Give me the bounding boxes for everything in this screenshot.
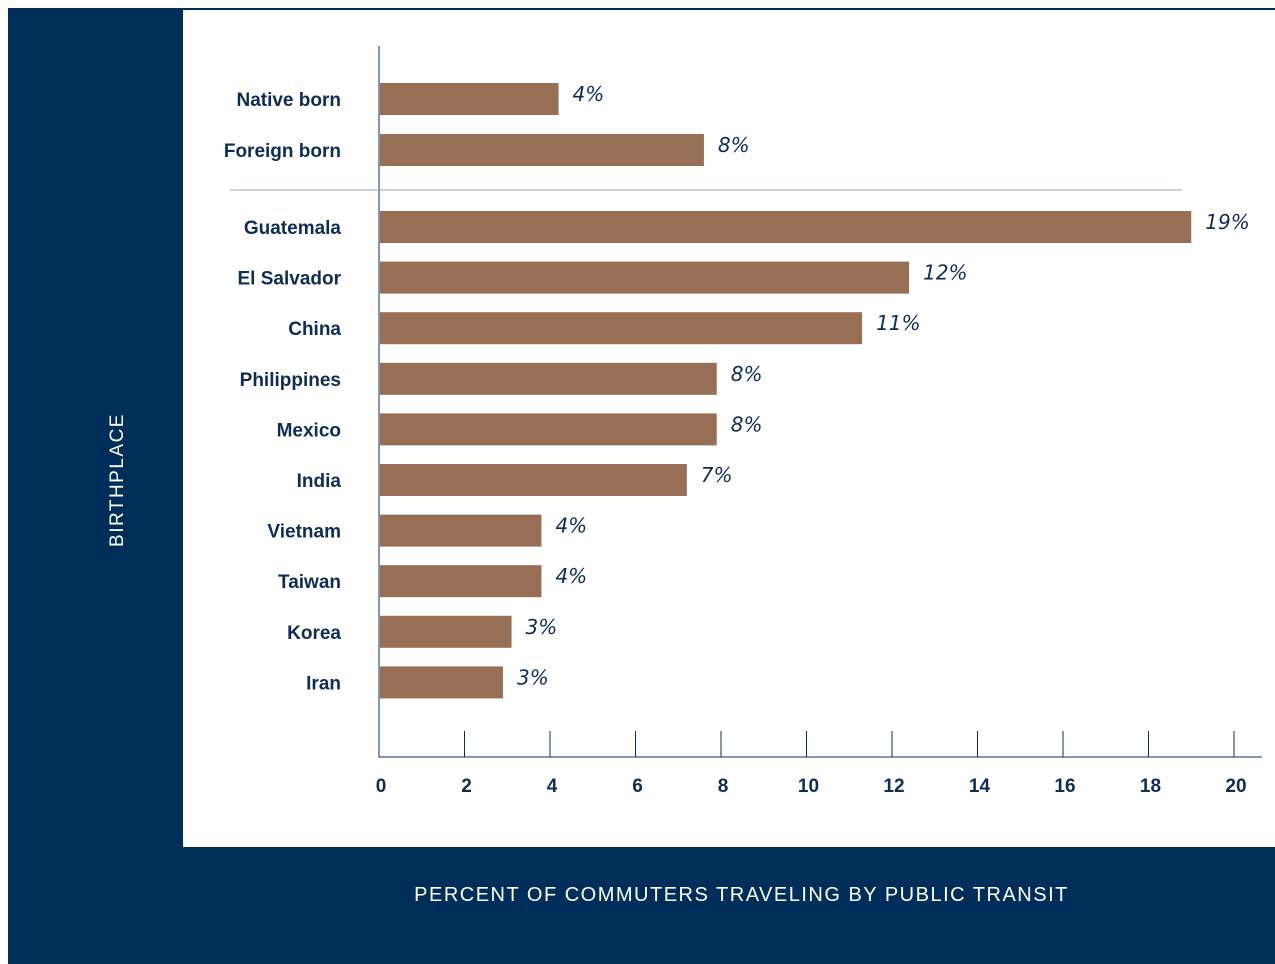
category-label: India <box>297 471 342 492</box>
x-axis-title: PERCENT OF COMMUTERS TRAVELING BY PUBLIC… <box>414 884 1069 906</box>
bar <box>380 312 863 345</box>
value-label: 7% <box>701 463 733 487</box>
category-label: Iran <box>306 673 341 694</box>
category-label: El Salvador <box>238 269 342 290</box>
bar <box>380 666 503 699</box>
bar <box>380 362 717 395</box>
x-tick-label: 0 <box>376 776 387 797</box>
x-tick-label: 8 <box>718 776 729 797</box>
bar <box>380 261 910 294</box>
x-tick-label: 18 <box>1140 776 1161 797</box>
category-label: Vietnam <box>267 522 341 543</box>
category-label: Native born <box>236 90 341 111</box>
value-label: 11% <box>876 311 920 335</box>
value-label: 4% <box>555 564 587 588</box>
x-tick-label: 12 <box>883 776 904 797</box>
x-tick-label: 2 <box>461 776 472 797</box>
bar <box>380 211 1192 243</box>
bar <box>380 83 559 115</box>
value-label: 4% <box>573 82 605 106</box>
category-label: Guatemala <box>244 218 342 239</box>
bar <box>380 514 542 547</box>
x-tick-label: 10 <box>798 776 819 797</box>
bar <box>380 615 512 648</box>
category-label: Philippines <box>240 370 341 391</box>
bar <box>380 413 717 446</box>
bar <box>380 565 542 598</box>
x-tick-label: 6 <box>632 776 643 797</box>
bar <box>380 464 687 496</box>
value-label: 8% <box>718 133 750 157</box>
value-label: 8% <box>731 412 763 436</box>
value-label: 12% <box>923 261 967 285</box>
value-label: 19% <box>1205 210 1249 234</box>
category-label: Korea <box>287 623 341 644</box>
x-tick-label: 16 <box>1054 776 1075 797</box>
x-tick-label: 14 <box>969 776 991 797</box>
value-label: 3% <box>517 665 549 689</box>
bar <box>380 134 704 166</box>
x-tick-label: 4 <box>547 776 558 797</box>
value-label: 3% <box>526 615 558 639</box>
category-label: Mexico <box>277 420 341 441</box>
category-label: China <box>288 319 341 340</box>
value-label: 4% <box>555 514 587 538</box>
plot-panel <box>183 10 1275 847</box>
category-label: Taiwan <box>278 572 341 593</box>
category-label: Foreign born <box>224 141 341 162</box>
value-label: 8% <box>731 362 763 386</box>
x-tick-label: 20 <box>1225 776 1246 797</box>
